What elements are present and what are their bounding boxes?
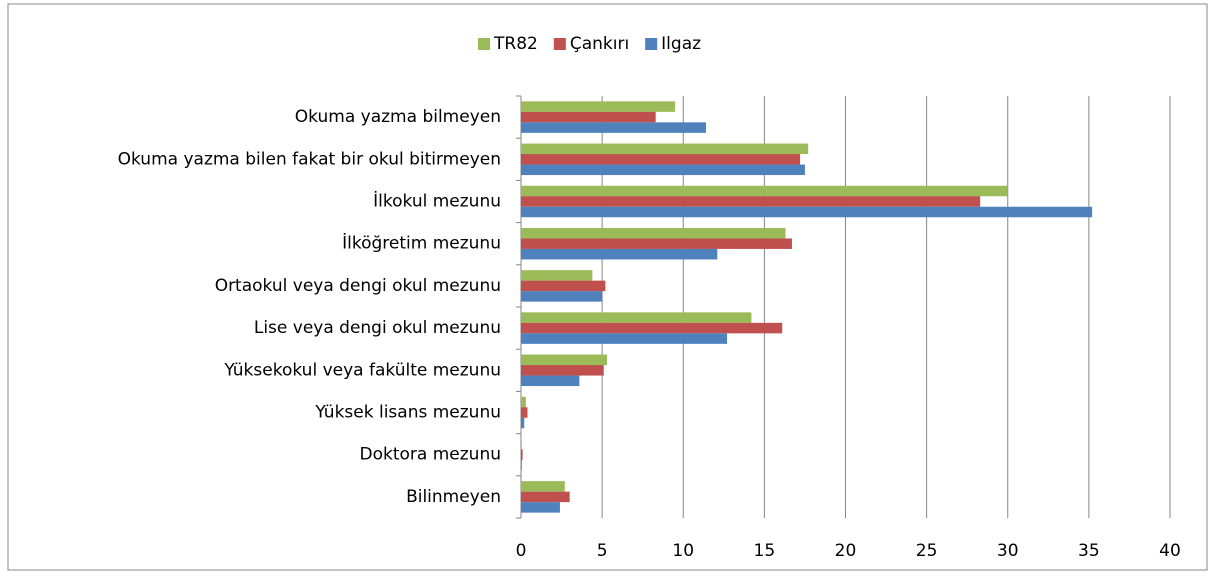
y-tick-label: Ortaokul veya dengi okul mezunu [215, 276, 501, 296]
bar [521, 365, 604, 376]
legend-swatch [553, 38, 566, 50]
chart-border [7, 3, 1208, 571]
y-tick-label: Lise veya dengi okul mezunu [254, 318, 501, 338]
bar [521, 459, 522, 471]
x-tick-label: 5 [597, 541, 608, 561]
bar [521, 333, 728, 344]
y-tick-label: Doktora mezunu [360, 445, 501, 465]
bar [521, 502, 560, 513]
bar [521, 164, 805, 176]
x-tick-label: 25 [916, 541, 938, 561]
x-tick-label: 15 [754, 541, 776, 561]
bar [521, 101, 676, 112]
bar [521, 238, 792, 249]
bar [521, 375, 580, 387]
bar [521, 122, 706, 133]
x-tick-label: 40 [1159, 541, 1181, 561]
x-tick-label: 0 [516, 541, 527, 561]
bar [521, 407, 528, 418]
bar [521, 396, 526, 408]
bar [521, 196, 981, 207]
y-tick-label: Okuma yazma bilmeyen [295, 107, 501, 127]
bar [521, 206, 1093, 218]
bar [521, 280, 606, 292]
x-tick-label: 10 [672, 541, 694, 561]
y-tick-label: İlkokul mezunu [373, 191, 501, 212]
bar [521, 248, 718, 260]
bar [521, 227, 786, 239]
y-tick-label: Yüksekokul veya fakülte mezunu [223, 360, 501, 380]
legend-label: TR82 [493, 34, 538, 54]
x-tick-label: 30 [997, 541, 1019, 561]
bar [521, 481, 565, 492]
bar [521, 491, 570, 503]
bar [521, 449, 523, 460]
bar [521, 185, 1008, 197]
y-tick-label: İlköğretim mezunu [342, 233, 501, 254]
legend-swatch [478, 38, 490, 50]
legend-label: Çankırı [570, 34, 629, 54]
bar [521, 438, 522, 450]
x-tick-label: 35 [1078, 541, 1100, 561]
bar [521, 270, 593, 281]
bar [521, 143, 809, 155]
x-tick-label: 20 [835, 541, 857, 561]
legend-label: Ilgaz [661, 34, 701, 54]
bar [521, 111, 656, 123]
y-tick-label: Okuma yazma bilen fakat bir okul bitirme… [118, 149, 501, 169]
y-tick-label: Bilinmeyen [406, 487, 501, 507]
y-tick-label: Yüksek lisans mezunu [314, 403, 501, 423]
bar [521, 312, 752, 323]
bar [521, 354, 607, 366]
bar [521, 154, 801, 165]
bar [521, 322, 783, 334]
legend-swatch [645, 38, 658, 50]
bar [521, 291, 603, 302]
bar [521, 417, 525, 429]
